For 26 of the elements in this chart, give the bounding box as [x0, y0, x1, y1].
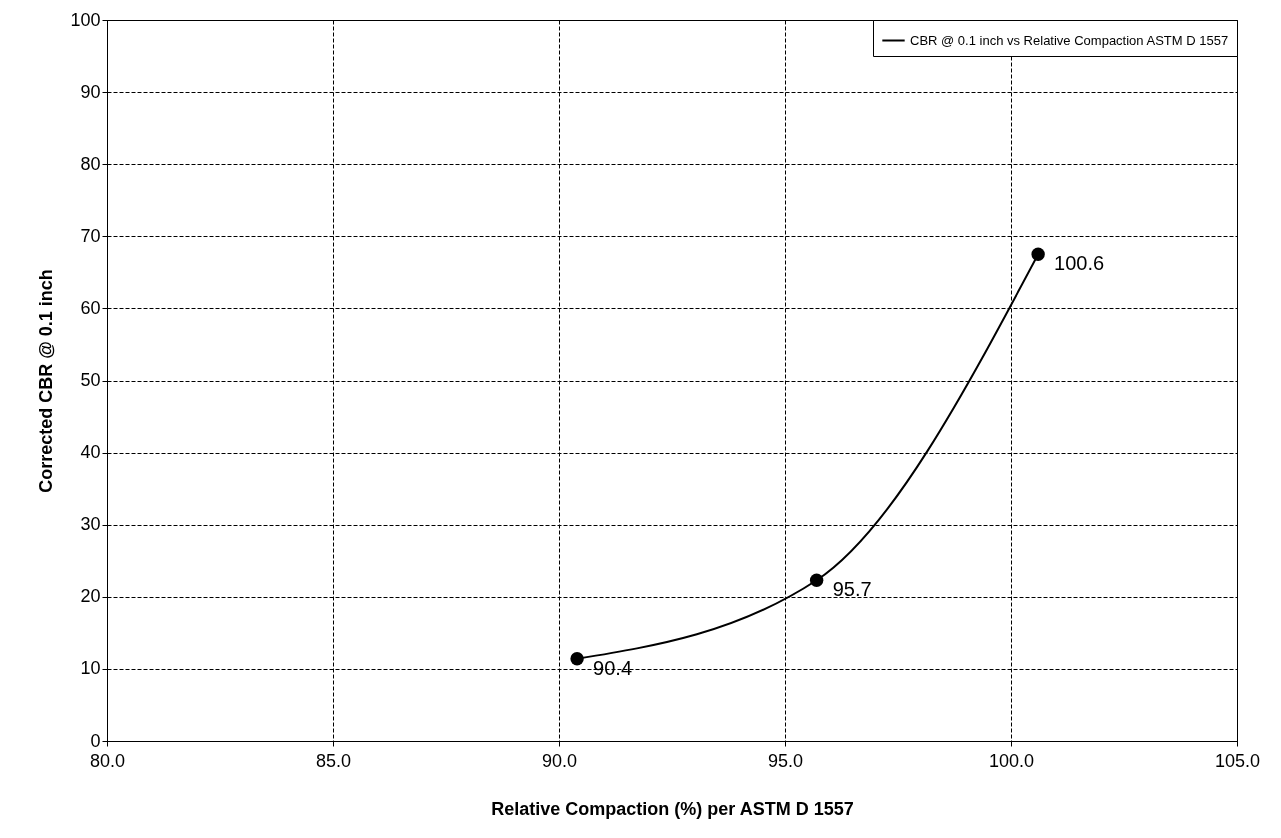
point	[809, 573, 824, 587]
y-tick-label: 20	[80, 586, 101, 607]
x-tick-label: 80.0	[89, 750, 126, 771]
x-tick-label: 90.0	[541, 750, 578, 771]
annotation: 90.4	[593, 656, 633, 679]
point	[1031, 247, 1045, 262]
annotation: 95.7	[832, 578, 872, 601]
y-tick-label: 0	[90, 730, 101, 751]
legend-label: CBR @ 0.1 inch vs Relative Compaction ASTM D 1557	[910, 32, 1229, 48]
x-axis-title: Relative Compaction (%) per ASTM D 1557	[491, 798, 854, 819]
annotation: 100.6	[1054, 252, 1105, 275]
x-tick-label: 100.0	[988, 750, 1035, 771]
x-tick-label: 95.0	[767, 750, 804, 771]
y-tick-label: 70	[80, 225, 101, 246]
x-tick-label: 105.0	[1214, 750, 1261, 771]
y-tick-label: 10	[80, 658, 101, 679]
y-tick-label: 80	[80, 153, 101, 174]
x-tick-label: 85.0	[315, 750, 352, 771]
y-tick-label: 30	[80, 514, 101, 535]
y-axis-title: Corrected CBR @ 0.1 inch	[36, 269, 57, 493]
y-tick-label: 100	[70, 9, 101, 30]
point	[570, 652, 584, 666]
y-tick-label: 50	[80, 370, 101, 390]
y-tick-label: 40	[80, 442, 101, 463]
y-tick-label: 60	[80, 297, 101, 318]
y-tick-label: 90	[80, 81, 101, 102]
